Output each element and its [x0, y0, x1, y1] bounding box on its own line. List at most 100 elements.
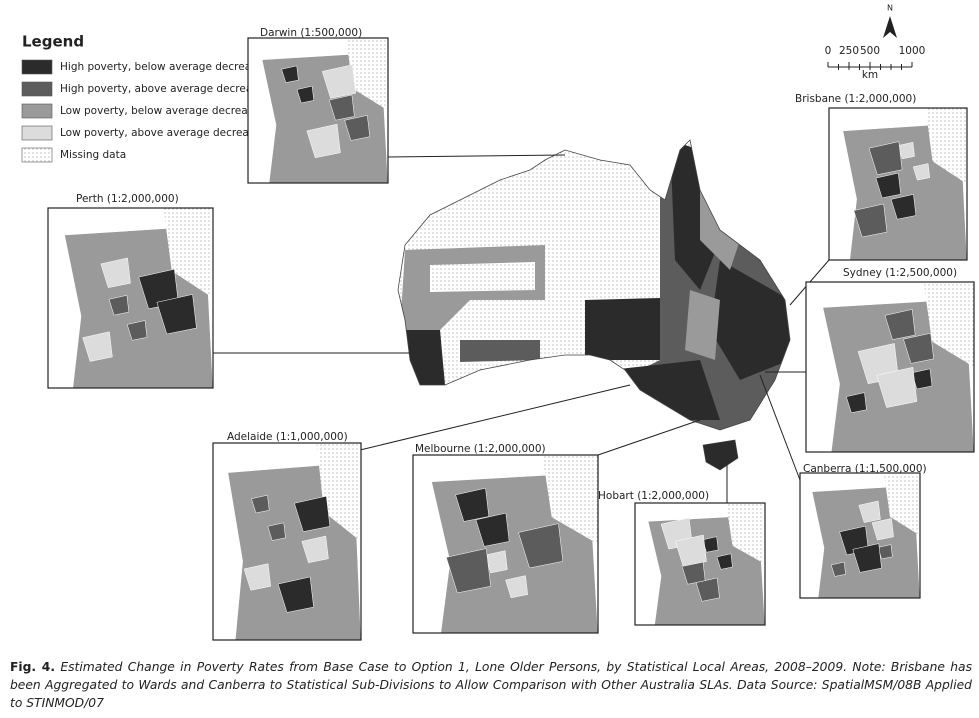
inset-map: [635, 503, 765, 625]
map: Legend High poverty, below average decre…: [21, 4, 975, 641]
inset-region: [903, 332, 934, 364]
inset-region: [868, 141, 903, 176]
inset-frame: [805, 281, 975, 453]
scale-tick-label: 1000: [899, 45, 926, 57]
inset-region: [877, 544, 893, 560]
scale-tick-label: 500: [860, 45, 880, 57]
inset-region: [876, 366, 918, 408]
legend-label: Low poverty, above average decrease: [60, 127, 261, 139]
inset-region: [445, 548, 491, 594]
scale-tick-label: 250: [839, 45, 859, 57]
inset-region: [858, 500, 881, 523]
inset-map: [213, 443, 361, 640]
inset-region: [484, 550, 508, 574]
legend-swatch: [21, 81, 53, 97]
inset-region: [871, 518, 894, 541]
inset-region: [695, 577, 720, 602]
inset-map: [806, 282, 974, 452]
inset-map: [48, 208, 213, 388]
inset-region: [911, 368, 933, 390]
inset-label: Melbourne (1:2,000,000): [415, 443, 546, 455]
inset-dotted: [884, 473, 920, 536]
inset-region: [518, 523, 564, 569]
north-arrow: N: [883, 4, 897, 38]
inset-map: [248, 38, 388, 183]
inset-dotted: [316, 443, 361, 542]
inset-region: [846, 392, 867, 414]
legend: Legend High poverty, below average decre…: [21, 33, 264, 163]
inset-frame: [212, 442, 362, 641]
inset-map: [800, 473, 920, 598]
inset-region: [884, 309, 916, 340]
inset-region: [243, 563, 271, 591]
inset-connector: [759, 374, 801, 481]
inset-label: Perth (1:2,000,000): [76, 193, 179, 205]
inset: Melbourne (1:2,000,000): [412, 419, 701, 634]
insets: Darwin (1:500,000) Perth (1:2,000,000) Bri…: [47, 27, 975, 641]
legend-label: High poverty, above average decrease: [60, 83, 264, 95]
inset-dotted: [542, 455, 598, 544]
inset-region: [156, 294, 197, 335]
inset-region: [505, 575, 528, 599]
inset-frame: [247, 37, 389, 184]
inset-dotted: [346, 38, 388, 111]
inset: Canberra (1:1,500,000): [759, 374, 927, 599]
inset-region: [875, 172, 902, 199]
legend-swatch: [21, 147, 53, 163]
inset: Adelaide (1:1,000,000): [212, 384, 631, 641]
inset-region: [344, 114, 371, 141]
inset: Brisbane (1:2,000,000): [789, 93, 968, 306]
inset-region: [108, 294, 130, 316]
inset-dotted: [923, 282, 974, 367]
legend-swatch: [21, 59, 53, 75]
inset-region: [455, 487, 490, 522]
inset-region: [890, 194, 917, 220]
scale-bar: 0 250 500 1000 km: [825, 45, 926, 81]
inset-region: [830, 561, 846, 577]
inset-label: Brisbane (1:2,000,000): [795, 93, 916, 105]
inset-region: [301, 535, 329, 563]
inset-dotted: [925, 108, 967, 184]
inset-connector: [597, 419, 701, 456]
inset-label: Canberra (1:1,500,000): [803, 463, 927, 475]
caption: Fig. 4. Estimated Change in Poverty Rate…: [10, 658, 972, 712]
inset-region: [912, 163, 931, 181]
scale-unit: km: [862, 69, 878, 81]
inset-region: [126, 320, 148, 341]
inset-region: [852, 543, 882, 573]
inset: Hobart (1:2,000,000): [598, 465, 766, 626]
legend-label: High poverty, below average decrease: [60, 61, 263, 73]
inset-region: [100, 257, 131, 288]
inset-region: [674, 534, 707, 567]
inset-region: [82, 331, 113, 362]
inset: Perth (1:2,000,000): [47, 193, 410, 389]
legend-swatch: [21, 125, 53, 141]
legend-title: Legend: [22, 33, 84, 51]
north-label: N: [887, 4, 893, 13]
inset-region: [267, 522, 286, 541]
inset-region: [306, 123, 341, 159]
inset-region: [702, 536, 719, 553]
inset-region: [321, 64, 357, 99]
inset-region: [294, 495, 331, 532]
legend-swatch: [21, 103, 53, 119]
inset-frame: [799, 472, 921, 599]
inset-label: Hobart (1:2,000,000): [598, 490, 709, 502]
inset-map: [413, 455, 598, 633]
tasmania: [702, 439, 739, 471]
inset-label: Darwin (1:500,000): [260, 27, 362, 39]
inset-dotted: [726, 503, 765, 564]
inset-region: [328, 94, 355, 121]
inset-region: [277, 576, 314, 613]
legend-label: Low poverty, below average decrease: [60, 105, 260, 117]
inset-region: [251, 494, 270, 514]
inset-frame: [412, 454, 599, 634]
inset: Sydney (1:2,500,000): [765, 267, 975, 453]
inset-map: [829, 108, 967, 260]
inset: Darwin (1:500,000): [247, 27, 566, 184]
inset-label: Sydney (1:2,500,000): [843, 267, 957, 279]
inset-region: [716, 553, 733, 570]
caption-label: Fig. 4.: [10, 660, 56, 674]
inset-connector: [359, 384, 631, 451]
